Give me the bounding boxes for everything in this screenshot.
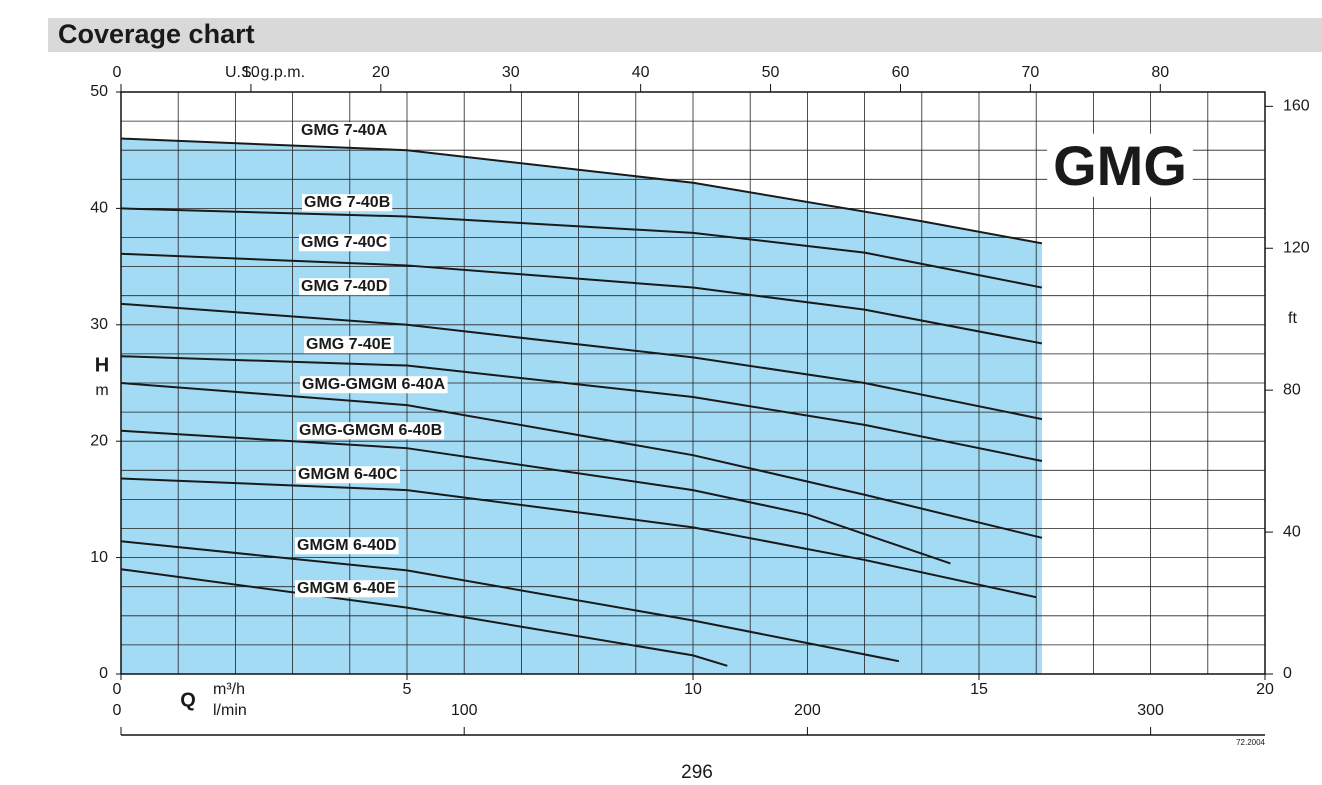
y-tick-label: 40 [90,200,108,217]
x3-tick-label: 60 [892,64,910,81]
badge: GMG [1053,134,1187,197]
curve [120,207,1043,289]
y2-tick-label: 40 [1283,523,1301,540]
y2-tick-label: 160 [1283,98,1310,115]
y-tick-label: 30 [90,316,108,333]
label-background [296,466,401,484]
x-axis-symbol: Q [180,689,196,711]
curve-label: GMG 7-40C [301,234,388,251]
x2-tick-label: 200 [794,702,821,719]
curve-label: GMG-GMGM 6-40A [302,376,446,393]
chart-title: Coverage chart [58,19,255,49]
y-tick-label: 20 [90,432,108,449]
curve [120,540,900,663]
page-number: 296 [681,762,713,783]
label-background [299,278,390,296]
x-axis-label: m³/h [213,681,245,698]
x-tick-label: 20 [1256,681,1274,698]
curve [120,429,951,565]
curve [120,568,728,667]
x3-tick-label: 80 [1151,64,1169,81]
y2-tick-label: 120 [1283,239,1310,256]
curve [120,355,1043,462]
curve [120,137,1043,245]
y-axis-label: m [95,382,108,399]
y-axis-symbol: H [95,354,109,376]
x-tick-label: 10 [684,681,702,698]
x-tick-label: 5 [403,681,412,698]
label-background [295,537,399,555]
curve-label: GMGM 6-40E [297,580,396,597]
curve-label: GMG 7-40E [306,336,392,353]
y2-tick-label: 80 [1283,381,1301,398]
curve-label: GMG-GMGM 6-40B [299,422,442,439]
x2-axis-label: l/min [213,702,247,719]
y-tick-label: 0 [99,665,108,682]
label-background [299,122,390,140]
x3-tick-label: 30 [502,64,520,81]
x3-tick-label: 20 [372,64,390,81]
label-background [304,336,394,354]
y2-axis-label: ft [1288,310,1297,327]
label-background [299,234,390,252]
curve-label: GMGM 6-40D [297,537,397,554]
curve [120,477,1037,599]
label-background [300,376,448,394]
label-background [302,194,393,212]
x2-tick-label: 300 [1137,702,1164,719]
edition: 72.2004 [1236,738,1265,747]
curve [120,252,1043,345]
x3-tick-label: 40 [632,64,650,81]
x2-tick-label: 100 [451,702,478,719]
label-background [295,580,399,598]
x-tick-label: 0 [113,681,122,698]
x3-axis-label: U.S. g.p.m. [225,64,305,81]
title-bar [48,18,1322,52]
badge-background [1047,133,1193,197]
curve [120,302,1043,421]
curve-label: GMG 7-40D [301,278,387,295]
curve-label: GMG 7-40B [304,194,390,211]
y2-tick-label: 0 [1283,665,1292,682]
x2-tick-label: 0 [113,702,122,719]
y-tick-label: 10 [90,549,108,566]
x3-tick-label: 10 [242,64,260,81]
curve-label: GMG 7-40A [301,122,388,139]
curve-label: GMGM 6-40C [298,466,398,483]
y-tick-label: 50 [90,83,108,100]
x3-tick-label: 0 [113,64,122,81]
x3-tick-label: 70 [1021,64,1039,81]
x3-tick-label: 50 [762,64,780,81]
label-background [297,422,445,440]
curve [120,382,1043,539]
x-tick-label: 15 [970,681,988,698]
